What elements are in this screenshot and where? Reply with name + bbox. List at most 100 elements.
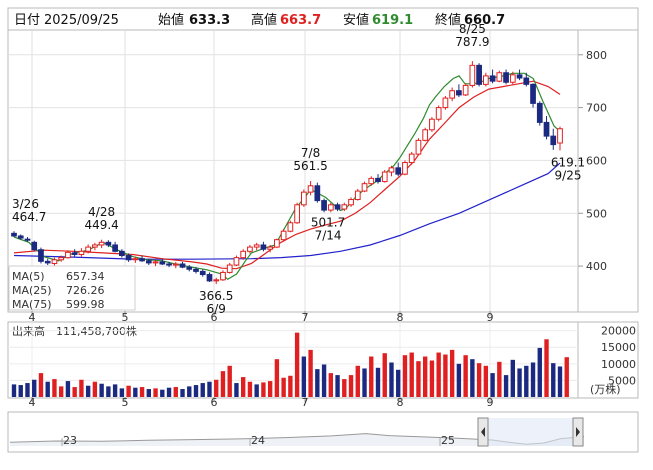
volume-bar [261,382,266,397]
volume-bar [72,387,77,397]
candle-body [402,162,408,175]
candle-body [78,250,85,255]
volume-bar [274,359,280,397]
volume-bar [503,375,509,397]
volume-bar [112,384,118,397]
navigator-year-labels: 23 24 25 [61,434,455,447]
candle-body [240,250,247,259]
ma25-line [13,80,561,270]
month-label: 4 [29,396,36,409]
candle-body [456,90,462,96]
candle-body [280,230,287,241]
year-label: 24 [251,434,265,447]
close-label: 終値 [435,12,461,28]
volume-bar [422,356,428,397]
month-label: 7 [302,396,309,409]
volume-bar [38,373,44,397]
candle-body [557,128,563,144]
candle-body [159,261,166,265]
navigator-right-handle[interactable] [572,417,584,447]
ma5-label: MA(5) [12,270,45,283]
chevron-right-icon [576,427,580,437]
volume-bar [79,379,84,397]
volume-bar [133,387,138,397]
candle-body [516,74,523,79]
close-value: 660.7 [464,13,505,28]
candle-body [17,235,24,239]
annotation-date: 3/26 [12,197,39,211]
candle-body [408,153,415,164]
volume-bar [315,369,320,397]
volume-bar [551,363,556,397]
ma25-label: MA(25) [12,284,52,297]
candle-body [381,171,388,183]
candle-body [186,266,193,270]
candle-body [334,204,341,210]
candle-body [179,263,186,268]
candle-body [341,204,348,210]
candle-body [51,259,58,264]
candle-body [166,263,172,266]
candle-body [462,84,469,96]
volume-bar [557,366,563,397]
ohlc-header: 日付 2025/09/25 始値 633.3 高値 663.7 安値 619.1… [7,7,639,31]
volume-bar [146,389,152,397]
volume-bar [510,359,516,397]
candle-body [536,102,543,123]
year-label: 25 [441,434,455,447]
volume-bar [85,385,91,397]
candle-body [482,75,489,85]
candle-body [85,246,92,252]
volume-bar [247,381,253,397]
ma75-label: MA(75) [12,298,52,311]
volume-bar [173,387,178,397]
volume-bar [32,379,37,397]
low-label: 安値 [343,12,369,28]
month-label: 5 [122,396,129,409]
price-axis-frame [577,29,639,313]
volume-bar [362,368,367,397]
candle-body [307,185,314,193]
volume-bar [476,363,482,397]
volume-bar [187,386,192,397]
candle-body [274,239,280,248]
volume-bar [281,377,286,397]
volume-bar [544,339,549,397]
candle-body [92,244,98,248]
date-value: 2025/09/25 [44,13,119,28]
volume-bar [99,383,104,397]
candle-body [145,260,152,264]
volume-bar [443,354,448,397]
ma5-value: 657.34 [66,270,105,283]
candle-body [193,268,199,272]
volume-bar [409,352,414,397]
candle-body [503,72,509,83]
navigator-selection[interactable] [485,418,573,446]
open-label: 始値 [158,12,184,28]
month-label: 6 [211,311,218,324]
candle-body [105,241,112,246]
candle-body [476,64,482,85]
volume-bar [220,371,226,397]
month-label: 9 [487,311,494,324]
candle-body [388,167,395,173]
candle-body [287,222,294,232]
navigator-left-handle[interactable] [477,417,489,447]
candle-body [152,261,159,264]
volume-bar [382,353,387,397]
annotation-value: 501.7 [311,215,345,229]
volume-bar [25,383,30,397]
volume-bar [483,365,489,397]
month-label: 9 [487,396,494,409]
price-tick-label: 800 [586,49,607,62]
volume-bar [524,365,529,397]
volume-bar [530,362,536,397]
volume-bar [58,386,64,397]
volume-bar [52,379,57,397]
month-label: 8 [397,311,404,324]
candle-body [125,255,132,261]
volume-tick-label: 20000 [601,325,636,338]
month-label: 4 [29,311,36,324]
volume-bar [139,387,145,397]
